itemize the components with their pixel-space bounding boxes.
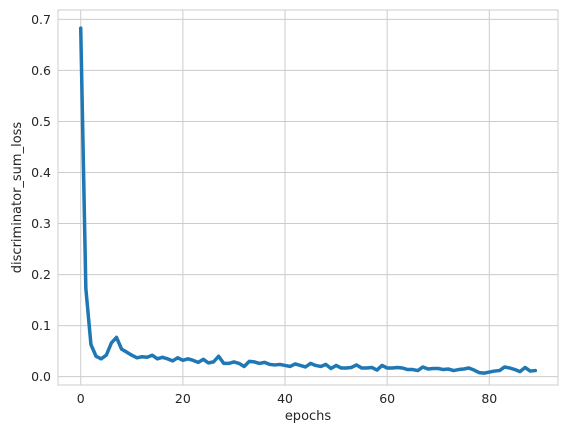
y-tick-label: 0.2 [31, 267, 51, 282]
x-tick-label: 0 [77, 391, 85, 406]
y-tick-label: 0.4 [31, 165, 51, 180]
x-tick-label: 80 [481, 391, 497, 406]
plot-area [57, 9, 559, 386]
y-tick-label: 0.7 [31, 12, 51, 27]
series-group [78, 26, 538, 375]
grid-lines [58, 10, 558, 385]
loss-series-line [78, 26, 538, 375]
x-tick-label: 40 [277, 391, 293, 406]
x-axis-label: epochs [285, 409, 332, 424]
y-axis-label: discriminator_sum_loss [10, 122, 25, 274]
y-tick-label: 0.1 [31, 318, 51, 333]
y-tick-label: 0.5 [31, 114, 51, 129]
y-tick-labels: 0.0 0.1 0.2 0.3 0.4 0.5 0.6 0.7 [31, 12, 51, 384]
x-tick-label: 20 [175, 391, 191, 406]
y-tick-label: 0.6 [31, 63, 51, 78]
y-tick-label: 0.0 [31, 369, 51, 384]
x-tick-labels: 0 20 40 60 80 [77, 391, 498, 406]
y-tick-label: 0.3 [31, 216, 51, 231]
x-tick-label: 60 [379, 391, 395, 406]
